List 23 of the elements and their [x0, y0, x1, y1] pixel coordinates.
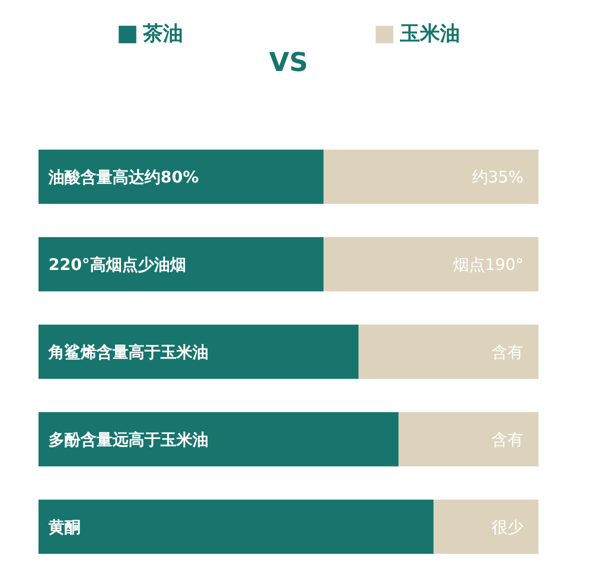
y-tick-label: 多酚含量远高于玉米油 — [48, 430, 208, 449]
y-tick-label: 油酸含量高达约80% — [48, 167, 199, 186]
annotation: 很少 — [492, 517, 524, 536]
bar — [324, 237, 538, 292]
bar — [358, 324, 538, 379]
annotation: 烟点190° — [452, 254, 524, 274]
text: VS — [269, 48, 308, 78]
bar — [38, 237, 324, 292]
y-tick-label: 黄酮 — [48, 517, 80, 536]
annotation: 含有 — [492, 430, 524, 449]
bar — [434, 500, 538, 554]
bar — [38, 324, 358, 379]
bar — [38, 412, 398, 466]
legend-label: 玉米油 — [400, 20, 460, 47]
annotation: 含有 — [492, 342, 524, 362]
bar — [38, 150, 324, 204]
annotation: 约35% — [472, 167, 524, 186]
bar — [324, 150, 538, 204]
legend-label: 茶油 — [143, 20, 183, 47]
bar — [38, 500, 434, 554]
y-tick-label: 220°高烟点少油烟 — [48, 254, 186, 274]
y-tick-label: 角鲨烯含量高于玉米油 — [48, 342, 208, 362]
bar — [398, 412, 538, 466]
